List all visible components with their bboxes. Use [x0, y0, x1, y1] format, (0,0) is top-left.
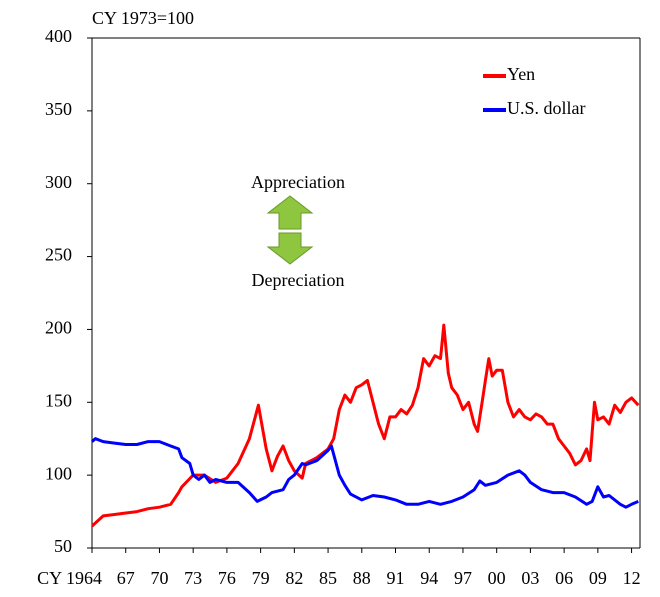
x-tick-label: 70 [150, 568, 168, 588]
x-tick-label: 73 [184, 568, 202, 588]
y-tick-label: 300 [45, 172, 72, 192]
x-tick-label: 06 [555, 568, 573, 588]
annotation: Appreciation [251, 172, 345, 192]
x-tick-label: 09 [589, 568, 607, 588]
x-tick-label: CY 1964 [37, 568, 102, 588]
annotation: Depreciation [252, 270, 345, 290]
x-tick-label: 67 [117, 568, 135, 588]
x-tick-label: 82 [285, 568, 303, 588]
x-tick-label: 12 [623, 568, 641, 588]
x-tick-label: 85 [319, 568, 337, 588]
y-tick-label: 400 [45, 26, 72, 46]
legend-label: Yen [507, 64, 535, 84]
x-tick-label: 91 [387, 568, 405, 588]
y-tick-label: 150 [45, 390, 72, 410]
appreciation-arrow [266, 195, 314, 230]
series-line [90, 323, 640, 528]
x-tick-label: 94 [420, 568, 438, 588]
x-tick-label: 88 [353, 568, 371, 588]
x-tick-label: 97 [454, 568, 472, 588]
series-line [91, 437, 639, 509]
y-axis-unit: CY 1973=100 [92, 8, 194, 28]
y-tick-label: 50 [54, 536, 72, 556]
x-tick-label: 00 [488, 568, 506, 588]
legend-label: U.S. dollar [507, 98, 586, 118]
x-tick-label: 79 [252, 568, 270, 588]
y-tick-label: 200 [45, 318, 72, 338]
depreciation-arrow [266, 232, 314, 265]
y-tick-label: 250 [45, 245, 72, 265]
y-tick-label: 350 [45, 99, 72, 119]
x-tick-label: 03 [521, 568, 539, 588]
x-tick-label: 76 [218, 568, 236, 588]
y-tick-label: 100 [45, 463, 72, 483]
